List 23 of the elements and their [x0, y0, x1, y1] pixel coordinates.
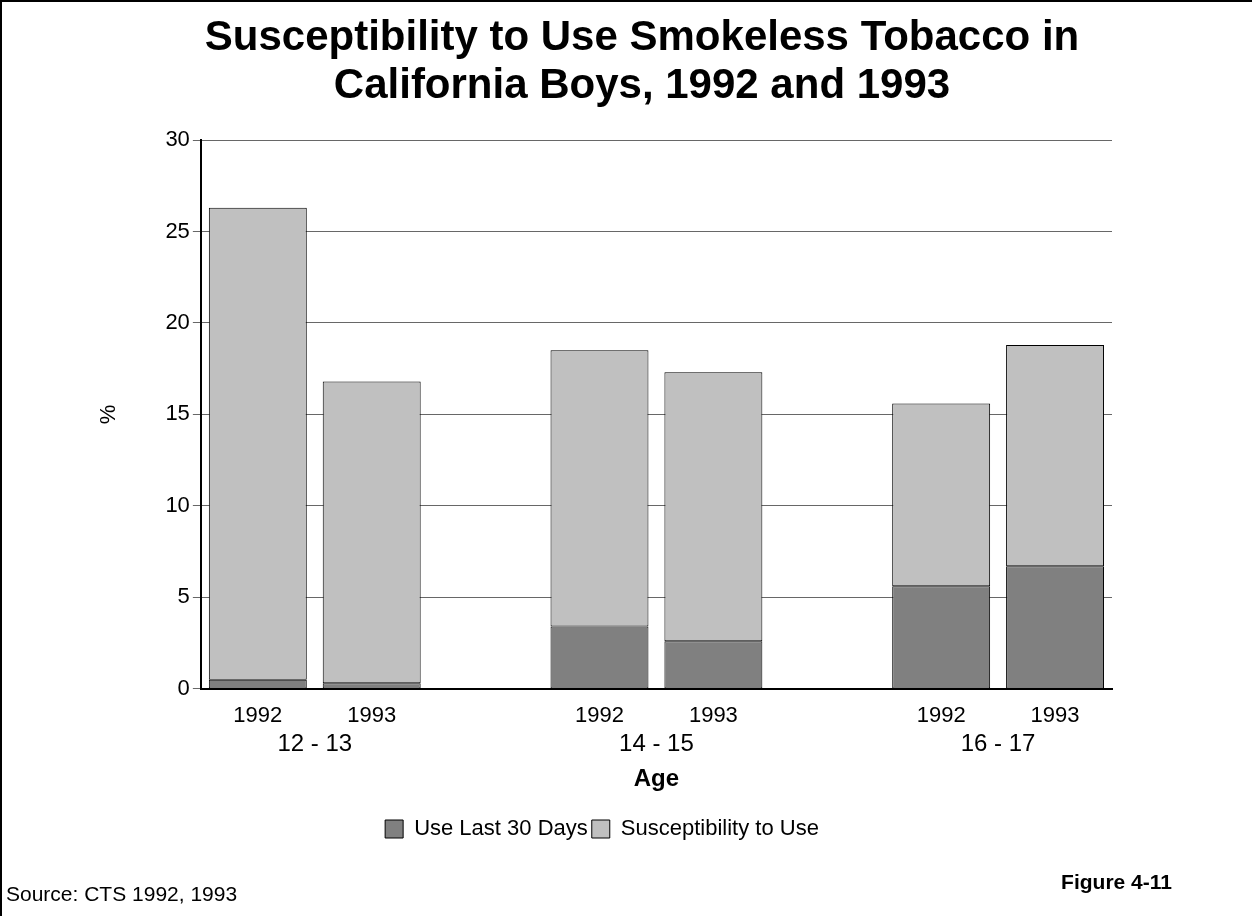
y-tick-label: 5 — [177, 583, 190, 609]
caption: Figure 4-11 — [1061, 870, 1172, 894]
x-tick-label: 1992 — [233, 702, 283, 728]
y-tick-label: 30 — [165, 126, 190, 152]
legend-label: Use Last 30 Days — [414, 815, 588, 841]
text: 16 - 17 — [960, 729, 1036, 757]
text: 12 - 13 — [277, 729, 353, 757]
y-tick-label: 15 — [165, 400, 190, 426]
chart-title: Susceptibility to Use Smokeless Tobacco in California Boys, 1992 and 1993 — [203, 12, 1081, 108]
y-axis-title: % — [95, 404, 121, 425]
x-tick-label: 1993 — [1030, 702, 1080, 728]
x-tick-label: 1992 — [575, 702, 624, 728]
source-note: Source: CTS 1992, 1993 — [6, 882, 238, 906]
y-tick-label: 20 — [165, 309, 190, 334]
y-tick-label: 25 — [165, 217, 190, 243]
legend-label: Susceptibility to Use — [620, 815, 819, 841]
x-tick-label: 1993 — [347, 702, 397, 728]
x-tick-label: 1993 — [688, 702, 738, 728]
y-tick-label: 0 — [177, 674, 190, 700]
y-tick-label: 10 — [165, 491, 190, 517]
x-tick-label: 1992 — [916, 702, 966, 728]
text: 14 - 15 — [619, 729, 694, 757]
x-axis-title: Age — [633, 764, 680, 792]
